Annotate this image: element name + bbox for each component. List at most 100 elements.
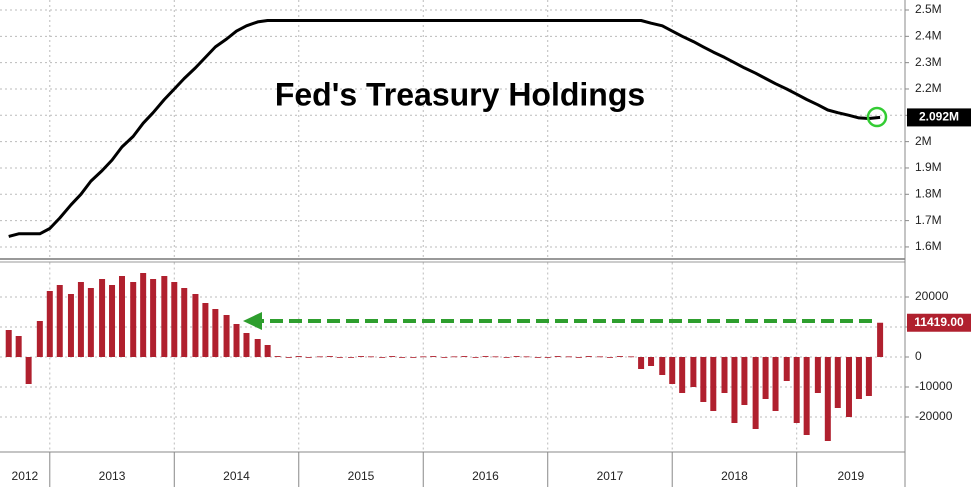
bar [254, 339, 261, 357]
bar [575, 357, 582, 358]
bar [56, 285, 63, 357]
bar [534, 357, 541, 358]
bar [367, 356, 374, 358]
bar [389, 356, 396, 357]
bar [99, 279, 106, 357]
y-tick-label: 20000 [915, 289, 949, 303]
bar [420, 356, 427, 358]
bar [171, 282, 178, 357]
bar [700, 357, 707, 402]
bar [762, 357, 769, 399]
bar [358, 356, 365, 357]
bar [803, 357, 810, 435]
bar [430, 356, 437, 357]
bar [233, 324, 240, 357]
y-tick-label: 1.8M [915, 186, 942, 200]
bar [5, 330, 12, 357]
bar [554, 356, 561, 357]
y-tick-label: 2.4M [915, 29, 942, 43]
x-tick-label: 2013 [99, 469, 126, 483]
y-tick-label: 2.3M [915, 55, 942, 69]
bar [274, 356, 281, 357]
bar [721, 357, 728, 393]
chart-title: Fed's Treasury Holdings [275, 76, 645, 112]
bar [15, 336, 22, 357]
bar [482, 356, 489, 357]
y-tick-label: -20000 [915, 409, 953, 423]
y-tick-label: 0 [915, 349, 922, 363]
bar [161, 276, 168, 357]
annotation-circle [866, 106, 888, 128]
bar [513, 356, 520, 357]
value-label: 2.092M [919, 110, 959, 124]
y-tick-label: -10000 [915, 379, 953, 393]
bar [130, 282, 137, 357]
bar [606, 357, 613, 358]
bar [523, 356, 530, 358]
bar [181, 288, 188, 357]
bar [192, 294, 199, 357]
bar [741, 357, 748, 405]
bar [752, 357, 759, 429]
y-tick-label: 2M [915, 134, 932, 148]
y-tick-label: 1.6M [915, 239, 942, 253]
bar [544, 357, 551, 358]
bar [772, 357, 779, 411]
bar [140, 273, 147, 357]
bar [285, 357, 292, 358]
bar [36, 321, 43, 357]
bar [202, 303, 209, 357]
bar [585, 356, 592, 357]
bar [118, 276, 125, 357]
bar [316, 356, 323, 358]
bar [326, 356, 333, 357]
bar [877, 322, 884, 357]
bar [295, 356, 302, 357]
y-tick-label: 2.5M [915, 2, 942, 16]
bar [565, 356, 572, 358]
bar [638, 357, 645, 369]
bar [150, 279, 157, 357]
bar [410, 357, 417, 358]
bar [305, 357, 312, 358]
bar [451, 356, 458, 358]
bar [793, 357, 800, 423]
x-tick-label: 2012 [12, 469, 39, 483]
bar [824, 357, 831, 441]
bar [597, 356, 604, 358]
bar [46, 291, 53, 357]
line [8, 19, 881, 238]
bar [616, 356, 623, 357]
bar [348, 357, 355, 358]
x-tick-label: 2016 [472, 469, 499, 483]
x-tick-label: 2018 [721, 469, 748, 483]
bar [77, 282, 84, 357]
bar [628, 356, 635, 358]
bar [855, 357, 862, 399]
bar [845, 357, 852, 417]
x-tick-label: 2014 [223, 469, 250, 483]
bar [461, 356, 468, 357]
bar [503, 357, 510, 358]
bar [814, 357, 821, 393]
bar [648, 357, 655, 366]
bar [399, 357, 406, 358]
annotation-arrowhead [243, 312, 262, 330]
bar [223, 315, 230, 357]
bar [492, 356, 499, 358]
bar [336, 357, 343, 358]
y-tick-label: 1.7M [915, 213, 942, 227]
bar [67, 294, 74, 357]
bar [212, 309, 219, 357]
y-tick-label: 1.9M [915, 160, 942, 174]
bar [25, 357, 32, 384]
x-tick-label: 2019 [837, 469, 864, 483]
bar [731, 357, 738, 423]
bar [690, 357, 697, 387]
bar [243, 333, 250, 357]
bar [87, 288, 94, 357]
y-tick-label: 2.2M [915, 81, 942, 95]
